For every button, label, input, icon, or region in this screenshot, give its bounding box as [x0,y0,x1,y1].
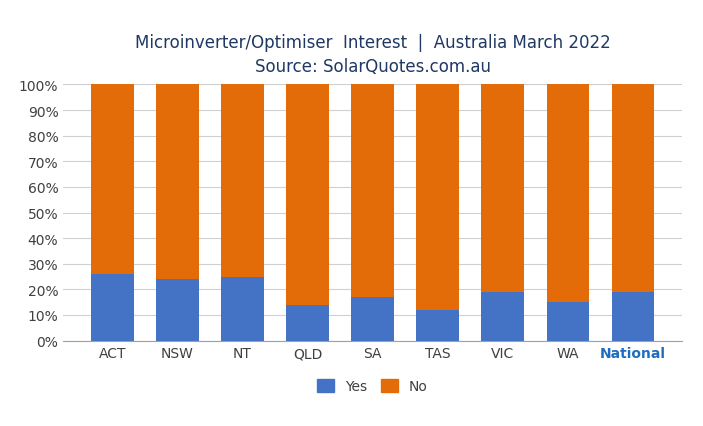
Bar [286,85,329,305]
Bar [221,85,264,277]
Title: Microinverter/Optimiser  Interest  |  Australia March 2022
Source: SolarQuotes.c: Microinverter/Optimiser Interest | Austr… [135,34,610,75]
Bar [156,85,199,279]
Bar [221,277,264,341]
Bar [416,310,459,341]
Bar [91,274,134,341]
Bar [482,85,524,292]
Bar [416,85,459,310]
Bar [612,85,654,292]
Bar [546,302,589,341]
Bar [286,305,329,341]
Bar [612,292,654,341]
Bar [352,85,394,297]
Bar [91,85,134,274]
Bar [352,297,394,341]
Bar [482,292,524,341]
Legend: Yes, No: Yes, No [311,372,434,400]
Bar [546,85,589,302]
Bar [156,279,199,341]
